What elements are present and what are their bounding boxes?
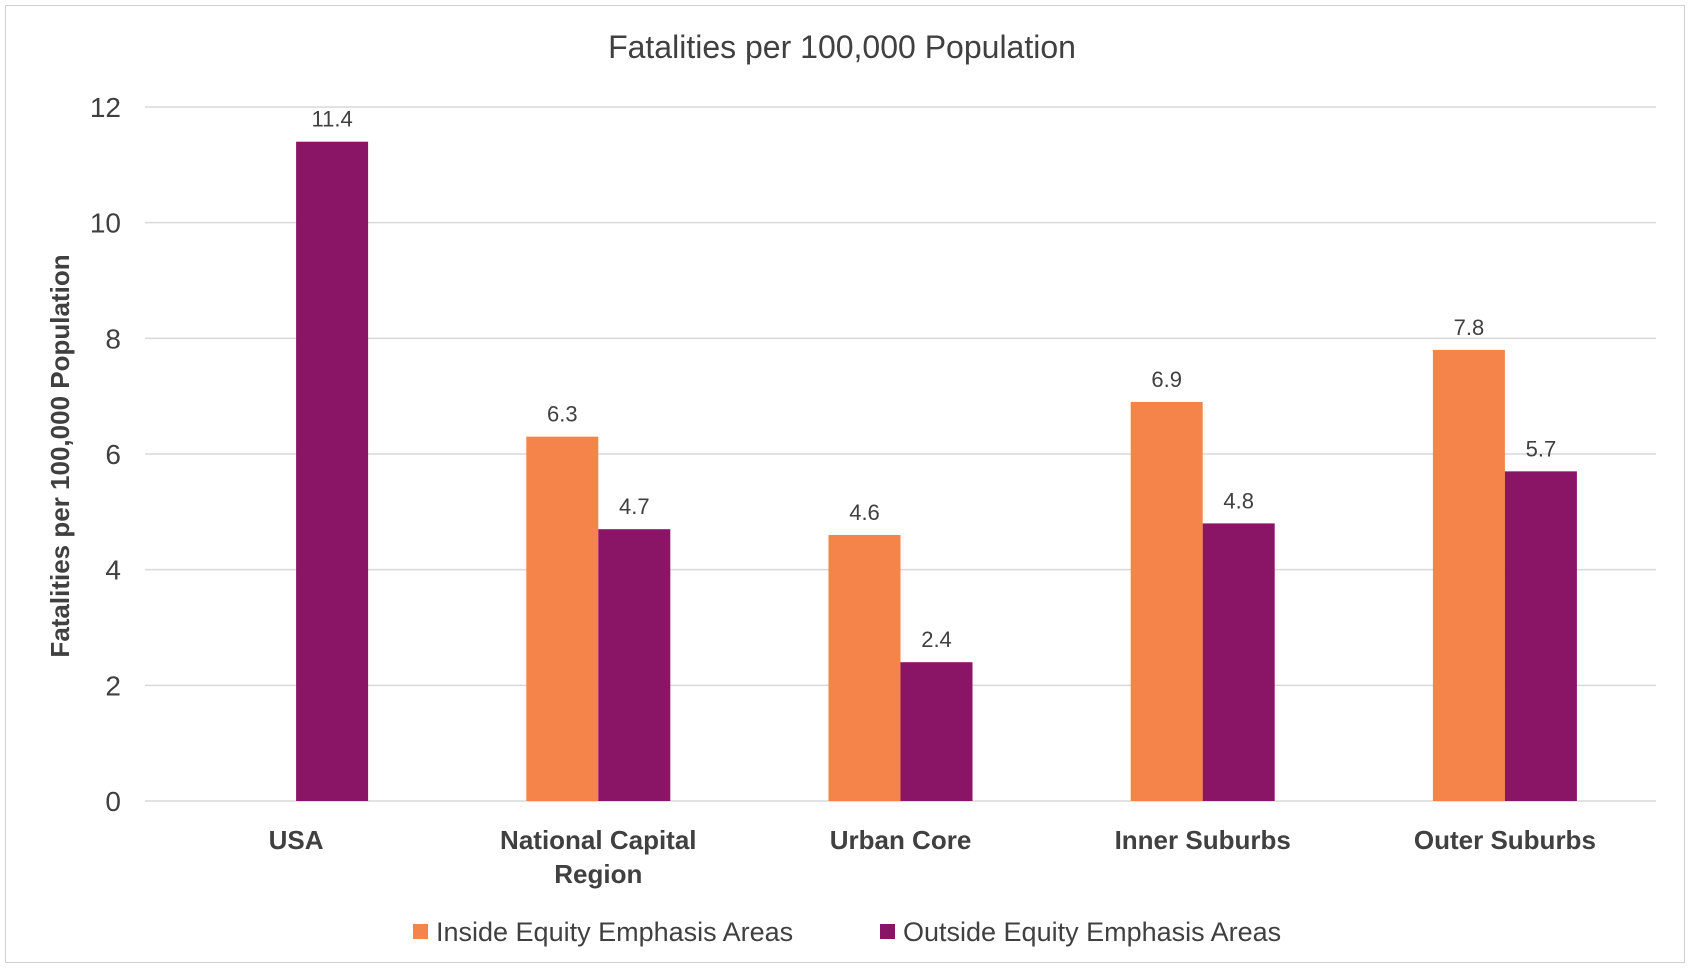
- category-label: National Capital: [500, 825, 696, 855]
- legend-swatch: [880, 924, 895, 939]
- legend-label: Outside Equity Emphasis Areas: [903, 917, 1281, 947]
- bars: [296, 142, 1577, 801]
- data-label: 6.9: [1151, 367, 1182, 392]
- legend: Inside Equity Emphasis Areas Outside Equi…: [413, 917, 1281, 947]
- category-label: Outer Suburbs: [1414, 825, 1596, 855]
- chart-frame: Fatalities per 100,000 Population Fatali…: [5, 5, 1685, 963]
- data-label: 11.4: [312, 107, 353, 132]
- category-label: Urban Core: [830, 825, 972, 855]
- y-tick-label: 0: [105, 786, 121, 817]
- y-axis-ticks: 0 2 4 6 8 10 12: [90, 92, 121, 817]
- bar: [901, 662, 973, 801]
- data-label: 7.8: [1454, 315, 1485, 340]
- bar: [526, 437, 598, 801]
- bar: [829, 535, 901, 801]
- data-label: 4.7: [619, 494, 650, 519]
- x-axis-categories: USA National Capital Region Urban Core Inner…: [269, 825, 1596, 889]
- y-tick-label: 8: [105, 323, 121, 354]
- y-tick-label: 6: [105, 439, 121, 470]
- y-tick-label: 4: [105, 555, 121, 586]
- data-label: 4.8: [1223, 488, 1254, 513]
- category-label: Region: [554, 859, 642, 889]
- bar: [296, 142, 368, 801]
- bar: [1131, 402, 1203, 801]
- bar: [1203, 523, 1275, 801]
- bar: [1505, 471, 1577, 801]
- y-axis-label: Fatalities per 100,000 Population: [45, 254, 75, 657]
- data-label: 6.3: [547, 402, 578, 427]
- bar: [598, 529, 670, 801]
- bar-chart: Fatalities per 100,000 Population Fatali…: [6, 6, 1686, 964]
- category-label: USA: [269, 825, 324, 855]
- y-tick-label: 2: [105, 670, 121, 701]
- y-tick-label: 12: [90, 92, 121, 123]
- bar: [1433, 350, 1505, 801]
- chart-title: Fatalities per 100,000 Population: [608, 29, 1076, 65]
- y-tick-label: 10: [90, 208, 121, 239]
- data-label: 4.6: [849, 500, 880, 525]
- data-label: 5.7: [1526, 436, 1557, 461]
- data-label: 2.4: [921, 627, 952, 652]
- legend-swatch: [413, 924, 428, 939]
- legend-label: Inside Equity Emphasis Areas: [436, 917, 793, 947]
- category-label: Inner Suburbs: [1115, 825, 1291, 855]
